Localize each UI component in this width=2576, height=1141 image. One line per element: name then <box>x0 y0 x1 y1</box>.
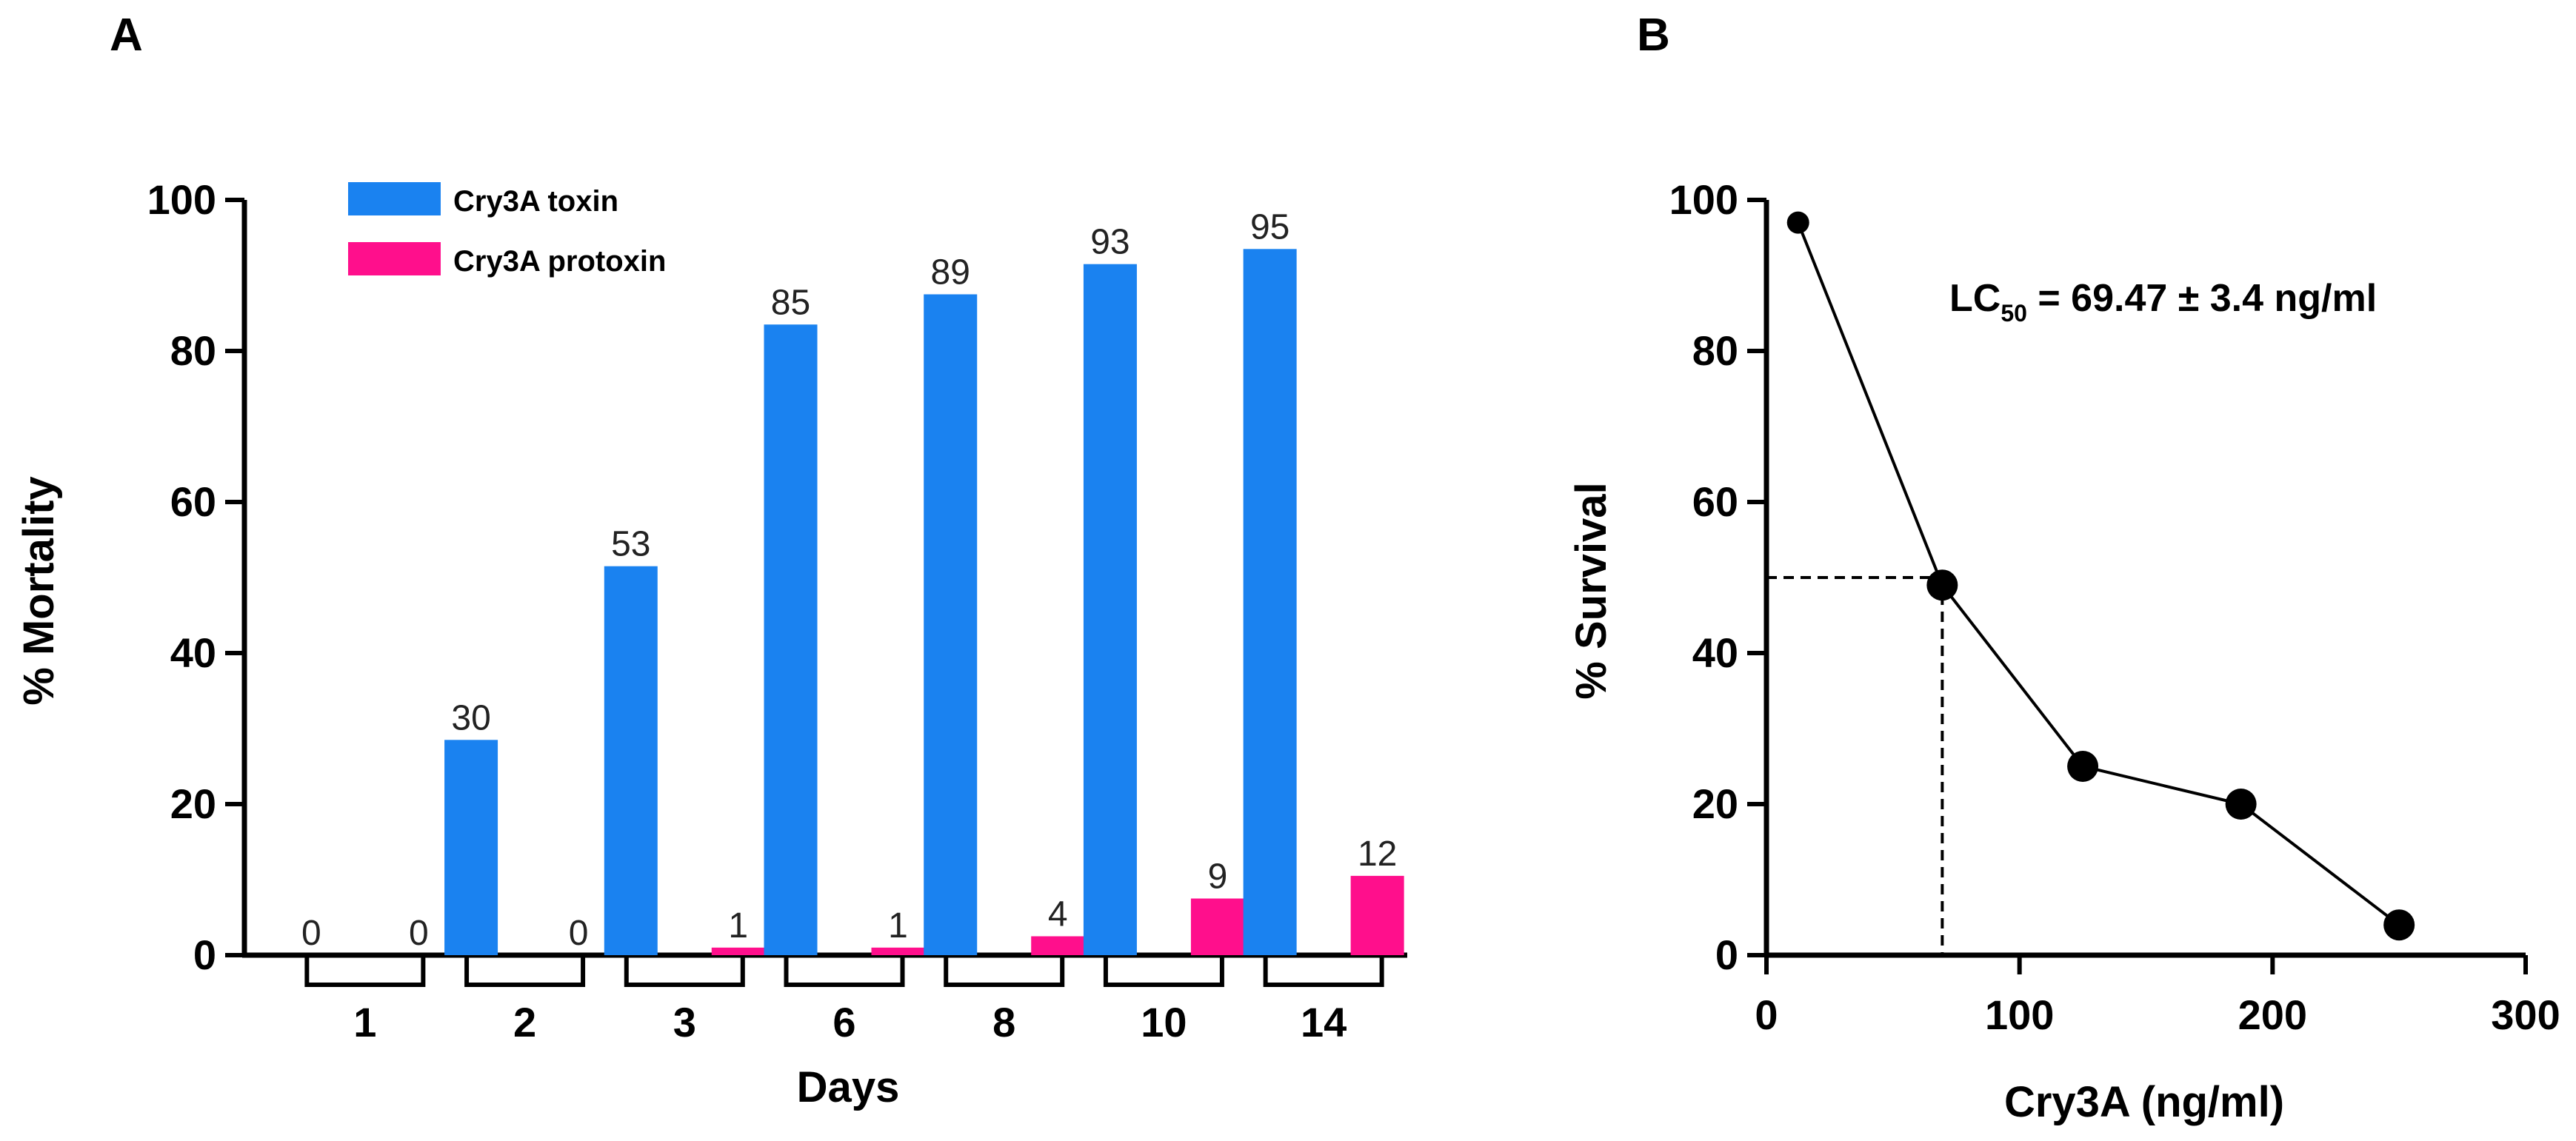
x-tick-label: 10 <box>1141 999 1187 1045</box>
x-group-bracket <box>1103 955 1224 987</box>
x-tick-label: 3 <box>673 999 696 1045</box>
toxin-bar-label: 93 <box>1090 223 1129 262</box>
y-tick-label: 40 <box>170 629 216 676</box>
x-tick-label: 8 <box>992 999 1015 1045</box>
y-tick-label: 20 <box>1692 780 1738 827</box>
survival-point <box>1786 211 1809 234</box>
x-tick-label: 100 <box>1985 991 2054 1038</box>
toxin-bar-label: 95 <box>1250 207 1289 247</box>
x-group-bracket <box>464 955 586 987</box>
toxin-bar <box>764 324 818 955</box>
protoxin-bar <box>1190 898 1244 955</box>
protoxin-bar-label: 9 <box>1208 857 1228 897</box>
legend-swatch-protoxin <box>348 242 441 275</box>
panel-b: B 0 100 200 300 0 20 40 60 80 100 LC50 = 69.47 ±… <box>1567 10 2560 1126</box>
x-group-bracket <box>944 955 1065 987</box>
protoxin-bar-label: 4 <box>1048 895 1068 934</box>
y-tick-label: 60 <box>170 478 216 525</box>
protoxin-bar <box>1031 936 1085 955</box>
toxin-bar-label: 53 <box>611 525 650 564</box>
panel-b-letter: B <box>1637 10 1670 61</box>
y-tick-label: 80 <box>170 327 216 374</box>
x-tick-label: 1 <box>353 999 376 1045</box>
legend-swatch-toxin <box>348 182 441 215</box>
y-tick-label: 100 <box>147 176 216 223</box>
panel-b-x-ticks: 0 100 200 300 <box>1755 955 2560 1038</box>
x-group-bracket <box>624 955 745 987</box>
panel-a-x-axis-title: Days <box>797 1063 900 1111</box>
x-group-bracket <box>1263 955 1384 987</box>
legend-label-protoxin: Cry3A protoxin <box>453 245 666 278</box>
panel-a-axes <box>241 200 1407 958</box>
lc50-suffix: = 69.47 ± 3.4 ng/ml <box>2027 277 2377 320</box>
panel-b-y-axis-title: % Survival <box>1567 482 1615 699</box>
toxin-bar-label: 85 <box>771 283 810 322</box>
panel-a-legend: Cry3A toxin Cry3A protoxin <box>348 182 666 278</box>
panel-a-letter: A <box>110 10 143 61</box>
panel-a-x-ticks: 1 2 3 6 8 10 14 <box>304 955 1384 1045</box>
x-tick-label: 0 <box>1755 991 1778 1038</box>
x-tick-label: 6 <box>832 999 855 1045</box>
survival-point <box>2383 909 2415 941</box>
x-group-bracket <box>784 955 905 987</box>
panel-b-x-axis-title: Cry3A (ng/ml) <box>2004 1078 2284 1126</box>
toxin-bar <box>924 294 978 955</box>
protoxin-bar-label: 0 <box>409 914 429 953</box>
survival-point <box>2067 751 2099 782</box>
protoxin-bar <box>871 947 925 955</box>
panel-b-y-ticks: 0 20 40 60 80 100 <box>1669 176 1766 978</box>
toxin-bar <box>444 740 498 955</box>
protoxin-bar <box>1350 875 1404 955</box>
x-tick-label: 200 <box>2238 991 2307 1038</box>
panel-b-reference-lines <box>1766 576 1944 955</box>
panel-b-points <box>1786 211 2415 941</box>
legend-label-toxin: Cry3A toxin <box>453 185 618 218</box>
panel-a-bars <box>444 249 1404 955</box>
x-tick-label: 300 <box>2491 991 2560 1038</box>
lc50-prefix: LC <box>1949 277 2001 320</box>
protoxin-bar-label: 0 <box>569 914 589 953</box>
protoxin-bar <box>711 947 765 955</box>
protoxin-bar-label: 1 <box>728 906 748 946</box>
panel-a-y-ticks: 0 20 40 60 80 100 <box>147 176 244 978</box>
x-group-bracket <box>304 955 426 987</box>
protoxin-bar-label: 1 <box>888 906 908 946</box>
toxin-bar-label: 89 <box>931 253 970 292</box>
y-tick-label: 40 <box>1692 629 1738 676</box>
lc50-subscript: 50 <box>2001 300 2027 327</box>
y-tick-label: 0 <box>1715 931 1738 978</box>
y-tick-label: 60 <box>1692 478 1738 525</box>
survival-point <box>1926 569 1958 601</box>
y-tick-label: 20 <box>170 780 216 827</box>
panel-a-bar-labels: 0 0 30 0 53 1 85 1 89 4 93 9 95 12 <box>301 207 1397 953</box>
toxin-bar <box>604 566 658 955</box>
toxin-bar <box>1083 264 1137 955</box>
toxin-bar <box>1243 249 1297 955</box>
survival-line <box>1796 221 2400 926</box>
x-tick-label: 14 <box>1301 999 1347 1045</box>
protoxin-bar-label: 12 <box>1358 834 1397 874</box>
panel-a-y-axis-title: % Mortality <box>15 476 63 705</box>
toxin-bar-label: 0 <box>301 914 321 953</box>
survival-point <box>2225 789 2257 820</box>
y-tick-label: 80 <box>1692 327 1738 374</box>
x-tick-label: 2 <box>513 999 536 1045</box>
lc50-annotation: LC50 = 69.47 ± 3.4 ng/ml <box>1949 277 2377 327</box>
y-tick-label: 0 <box>193 931 216 978</box>
toxin-bar-label: 30 <box>451 698 490 737</box>
y-tick-label: 100 <box>1669 176 1738 223</box>
panel-b-series-line <box>1796 221 2400 926</box>
